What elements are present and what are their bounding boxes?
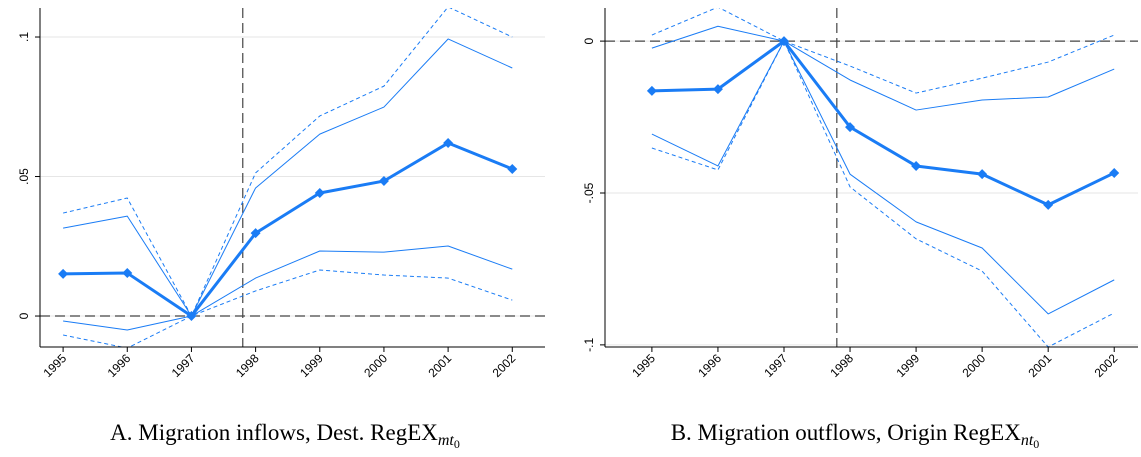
y-tick-label: -.1 (582, 338, 596, 352)
marker (778, 36, 789, 47)
caption: A. Migration inflows, Dest. RegEXmt0 (110, 420, 460, 451)
x-tick-label: 1999 (297, 351, 326, 380)
x-tick-label: 1995 (40, 351, 69, 380)
series-line (651, 39, 1115, 207)
series-line (63, 38, 513, 317)
panel: 0 -.05 -.1 1995 1996 1997 1998 1999 2000 2001 2002… (582, 8, 1138, 451)
series-line (62, 8, 513, 317)
x-tick-label: 1995 (629, 351, 658, 380)
marker (911, 160, 922, 171)
series-line (651, 8, 1115, 94)
caption: B. Migration outflows, Origin RegEXnt0 (671, 420, 1040, 451)
caption-subsub: 0 (454, 437, 460, 451)
x-tick-label: 1997 (761, 351, 790, 380)
series-line (63, 245, 513, 331)
x-tick-label: 1996 (105, 351, 134, 380)
marker (378, 175, 389, 186)
series-line (651, 40, 1115, 347)
y-tick-label: -.05 (582, 182, 596, 203)
caption-subsub: 0 (1033, 437, 1039, 451)
x-tick-label: 2000 (361, 351, 390, 380)
marker (186, 311, 197, 322)
x-tick-label: 2001 (1026, 351, 1055, 380)
y-tick-label: .1 (17, 32, 31, 42)
x-tick-label: 1998 (827, 351, 856, 380)
y-tick-label: .05 (17, 168, 31, 185)
marker (122, 268, 133, 279)
x-tick-label: 1996 (695, 351, 724, 380)
marker (845, 122, 856, 133)
marker (443, 138, 454, 149)
marker (646, 85, 657, 96)
marker (250, 228, 261, 239)
series-line (63, 269, 513, 347)
marker (1043, 199, 1054, 210)
series-line (651, 40, 1115, 315)
caption-sub: mt (438, 432, 455, 449)
x-tick-label: 2002 (490, 351, 519, 380)
series-line (651, 25, 1115, 111)
x-tick-label: 1997 (169, 351, 198, 380)
marker (314, 187, 325, 198)
marker (712, 84, 723, 95)
x-tick-label: 1999 (893, 351, 922, 380)
caption-main: B. Migration outflows, Origin RegEX (671, 420, 1021, 445)
marker (977, 169, 988, 180)
x-tick-label: 2001 (425, 351, 454, 380)
panel: 0 .05 .1 1995 1996 1997 1998 1999 2000 2001 2002 A.… (17, 8, 545, 451)
x-tick-label: 2002 (1092, 351, 1121, 380)
marker (507, 163, 518, 174)
marker (58, 268, 69, 279)
y-tick-label: 0 (582, 37, 596, 44)
x-tick-label: 2000 (959, 351, 988, 380)
caption-sub: nt (1021, 432, 1034, 449)
marker (1109, 167, 1120, 178)
series-line (63, 141, 513, 318)
x-tick-label: 1998 (233, 351, 262, 380)
y-tick-label: 0 (17, 312, 31, 319)
caption-main: A. Migration inflows, Dest. RegEX (110, 420, 438, 445)
